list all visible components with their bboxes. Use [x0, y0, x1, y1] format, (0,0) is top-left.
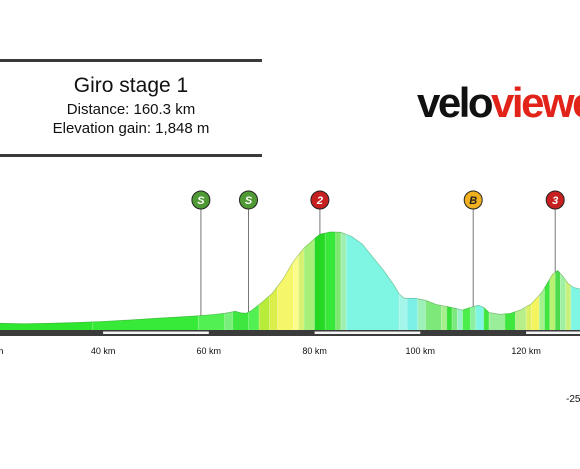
profile-segment [298, 247, 305, 331]
profile-segment [475, 305, 484, 331]
stage-title-box: Giro stage 1 Distance: 160.3 km Elevatio… [0, 0, 264, 160]
profile-segment [470, 305, 476, 331]
distance-bar [0, 330, 580, 336]
profile-segment [515, 306, 527, 331]
profile-segment [224, 311, 233, 331]
profile-segment [531, 294, 540, 331]
profile-segment [565, 279, 572, 331]
profile-segment [417, 298, 426, 331]
x-tick-label: 100 km [406, 346, 436, 356]
profile-segment [314, 232, 326, 331]
profile-segment [570, 285, 580, 331]
profile-segment [549, 272, 556, 331]
stage-elevation-gain: Elevation gain: 1,848 m [52, 120, 210, 137]
profile-segment [560, 272, 566, 331]
profile-segment [488, 312, 506, 331]
profile-segment [504, 311, 516, 331]
marker-badge [310, 190, 330, 210]
veloviewer-logo: veloviewer [417, 82, 580, 124]
stage-title: Giro stage 1 [73, 74, 189, 97]
profile-segment [451, 307, 458, 331]
title-box-top-rule [0, 59, 262, 62]
profile-segment [92, 315, 199, 331]
stage-distance: Distance: 160.3 km [66, 101, 196, 118]
distance-bar-base [0, 330, 580, 336]
profile-segment [325, 231, 336, 331]
x-tick-label: 120 km [511, 346, 541, 356]
marker-badge [545, 190, 565, 210]
x-tick-label: km [0, 346, 3, 356]
profile-segment [346, 234, 400, 331]
profile-area [0, 231, 580, 331]
profile-segment [335, 231, 342, 331]
profile-segment [446, 306, 453, 331]
marker-label: 2 [316, 195, 323, 207]
marker-badge [239, 190, 258, 210]
profile-segment [232, 311, 249, 331]
corner-label: -25 [566, 394, 580, 405]
marker-label: S [245, 195, 253, 207]
x-tick-label: 60 km [197, 346, 222, 356]
profile-segment [277, 260, 294, 331]
climb-markers: S S 2 B 3 [191, 190, 565, 316]
profile-segment [441, 305, 447, 331]
distance-band [103, 331, 209, 334]
profile-segment [303, 238, 315, 331]
profile-segment [269, 285, 278, 331]
profile-segment [340, 232, 347, 331]
x-axis-ticks: km 40 km 60 km 80 km 100 km 120 km [0, 346, 541, 356]
marker-label: B [469, 195, 477, 207]
profile-segment [293, 254, 299, 331]
logo-part-viewer: viewer [491, 79, 580, 126]
x-tick-label: 80 km [302, 346, 327, 356]
marker-label: S [197, 195, 205, 207]
profile-segment [555, 270, 561, 331]
profile-segment [525, 303, 532, 331]
profile-segment [462, 307, 471, 331]
x-tick-label: 40 km [91, 346, 116, 356]
logo-part-velo: velo [417, 79, 494, 126]
profile-outline [0, 231, 580, 325]
distance-band [314, 331, 421, 334]
distance-band [526, 331, 580, 334]
profile-segment [399, 293, 408, 331]
marker-badge [463, 190, 483, 210]
profile-segment [406, 298, 418, 331]
title-box-bottom-rule [0, 154, 262, 157]
profile-segment [457, 308, 463, 331]
profile-segment [258, 295, 270, 331]
marker-badge [191, 190, 211, 210]
marker-label: 3 [552, 195, 558, 207]
profile-segment [483, 307, 490, 331]
